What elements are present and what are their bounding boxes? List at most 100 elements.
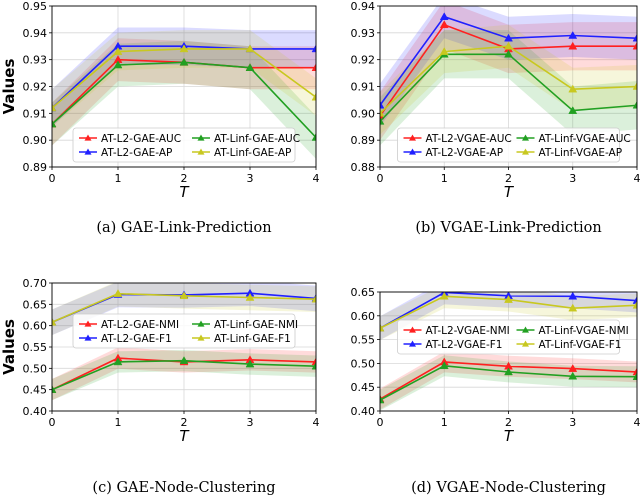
legend: AT-L2-GAE-AUC AT-Linf-GAE-AUC AT-L2-GAE-AP…: [72, 127, 300, 163]
x-tick-label: 3: [247, 416, 254, 429]
data-point: [380, 323, 385, 332]
data-point: [632, 81, 637, 90]
legend-marker: [84, 334, 92, 341]
data-point: [311, 92, 316, 101]
y-tick-label: 0.88: [351, 161, 376, 174]
data-point: [504, 41, 513, 50]
y-tick-label: 0.50: [351, 357, 376, 370]
legend: AT-L2-GAE-NMI AT-Linf-GAE-NMI AT-L2-GAE-F1…: [72, 313, 298, 349]
panel-caption: (a) GAE-Link-Prediction: [96, 220, 271, 236]
panel-caption: (d) VGAE-Node-Clustering: [411, 480, 606, 496]
y-tick-label: 0.55: [351, 334, 376, 347]
legend-label: AT-L2-VGAE-NMI: [426, 325, 510, 337]
data-point: [113, 47, 123, 55]
data-point: [568, 371, 578, 380]
data-point: [568, 303, 578, 312]
legend-label: AT-Linf-VGAE-F1: [539, 339, 622, 351]
data-point: [113, 60, 123, 69]
data-point: [311, 361, 316, 370]
data-point: [311, 44, 316, 53]
legend-label: AT-Linf-VGAE-AP: [539, 147, 623, 159]
data-point: [380, 108, 385, 117]
legend-marker: [409, 326, 416, 333]
data-point: [632, 33, 637, 42]
data-point: [179, 291, 189, 300]
data-point: [568, 292, 578, 300]
data-point: [52, 103, 57, 112]
legend-marker: [84, 320, 92, 327]
y-tick-label: 0.60: [23, 320, 48, 333]
x-tick-label: 0: [49, 416, 56, 429]
x-tick-label: 3: [247, 172, 254, 185]
y-tick-label: 0.50: [23, 362, 48, 375]
x-tick-label: 4: [634, 172, 640, 185]
legend-label: AT-Linf-VGAE-AUC: [539, 133, 631, 145]
legend-box: [72, 313, 296, 349]
data-point: [439, 47, 449, 55]
data-point: [311, 357, 316, 366]
data-point: [380, 116, 385, 125]
x-tick-label: 4: [634, 416, 640, 429]
x-tick-label: 1: [115, 416, 122, 429]
legend-item: AT-Linf-VGAE-F1: [516, 339, 622, 351]
y-tick-label: 0.90: [23, 134, 48, 147]
legend-item: AT-L2-VGAE-AUC: [403, 133, 512, 145]
legend-item: AT-L2-GAE-NMI: [79, 319, 179, 331]
legend-label: AT-Linf-VGAE-NMI: [539, 325, 629, 337]
y-axis-label: Values: [0, 319, 18, 375]
data-point: [380, 395, 385, 404]
legend-item: AT-L2-VGAE-F1: [403, 339, 503, 351]
legend-item: AT-Linf-GAE-AP: [192, 147, 291, 159]
data-point: [380, 100, 385, 109]
data-point: [311, 63, 316, 71]
x-tick-label: 4: [313, 172, 320, 185]
plot-area: [52, 283, 316, 401]
data-point: [311, 132, 316, 141]
y-tick-label: 0.89: [351, 134, 376, 147]
data-point: [245, 44, 255, 53]
legend-marker: [409, 148, 416, 155]
legend: AT-L2-VGAE-NMI AT-Linf-VGAE-NMI AT-L2-VGAE…: [397, 319, 629, 355]
x-axis-label: T: [504, 427, 515, 445]
data-point: [568, 364, 578, 372]
legend: AT-L2-VGAE-AUC AT-Linf-VGAE-AUC AT-L2-VGAE…: [397, 127, 631, 163]
y-tick-label: 0.91: [351, 81, 376, 94]
panel-caption: (b) VGAE-Link-Prediction: [415, 220, 601, 236]
legend-item: AT-L2-GAE-F1: [79, 333, 172, 345]
data-point: [632, 300, 637, 309]
data-point: [439, 292, 449, 300]
data-point: [311, 294, 316, 303]
data-point: [504, 367, 513, 376]
legend-label: AT-L2-VGAE-AP: [426, 147, 504, 159]
x-axis-label: T: [179, 183, 190, 201]
y-tick-label: 0.65: [351, 286, 376, 299]
y-tick-label: 0.45: [351, 381, 376, 394]
x-tick-label: 3: [569, 416, 576, 429]
chart-panel-2: 0.88 0.89 0.90 0.91 0.92 0.93 0.94 0 1 2 3 4 T AT-L2-…: [351, 0, 640, 236]
legend-marker: [197, 334, 205, 341]
data-point: [632, 296, 637, 304]
legend-label: AT-L2-VGAE-F1: [426, 339, 503, 351]
legend-marker: [409, 134, 416, 141]
chart-panel-1: 0.89 0.90 0.91 0.92 0.93 0.94 0.95 0 1 2 3 4 T Values…: [0, 0, 320, 236]
legend-label: AT-L2-GAE-AP: [101, 147, 172, 159]
y-tick-label: 0.40: [351, 405, 376, 418]
plot-area: [380, 6, 637, 146]
data-point: [568, 41, 578, 50]
data-point: [439, 20, 449, 29]
legend-item: AT-Linf-VGAE-AP: [516, 147, 623, 159]
legend-label: AT-Linf-GAE-AP: [214, 147, 291, 159]
y-tick-label: 0.91: [23, 107, 48, 120]
legend-label: AT-L2-GAE-NMI: [101, 319, 179, 331]
x-tick-label: 1: [441, 416, 448, 429]
y-tick-label: 0.93: [23, 54, 48, 67]
legend-item: AT-Linf-GAE-F1: [192, 333, 291, 345]
y-tick-label: 0.93: [351, 27, 376, 40]
legend-marker: [197, 148, 205, 155]
legend-item: AT-L2-GAE-AUC: [79, 133, 181, 145]
data-point: [632, 100, 637, 109]
x-tick-label: 2: [181, 416, 188, 429]
x-tick-label: 4: [313, 416, 320, 429]
data-point: [113, 357, 123, 366]
